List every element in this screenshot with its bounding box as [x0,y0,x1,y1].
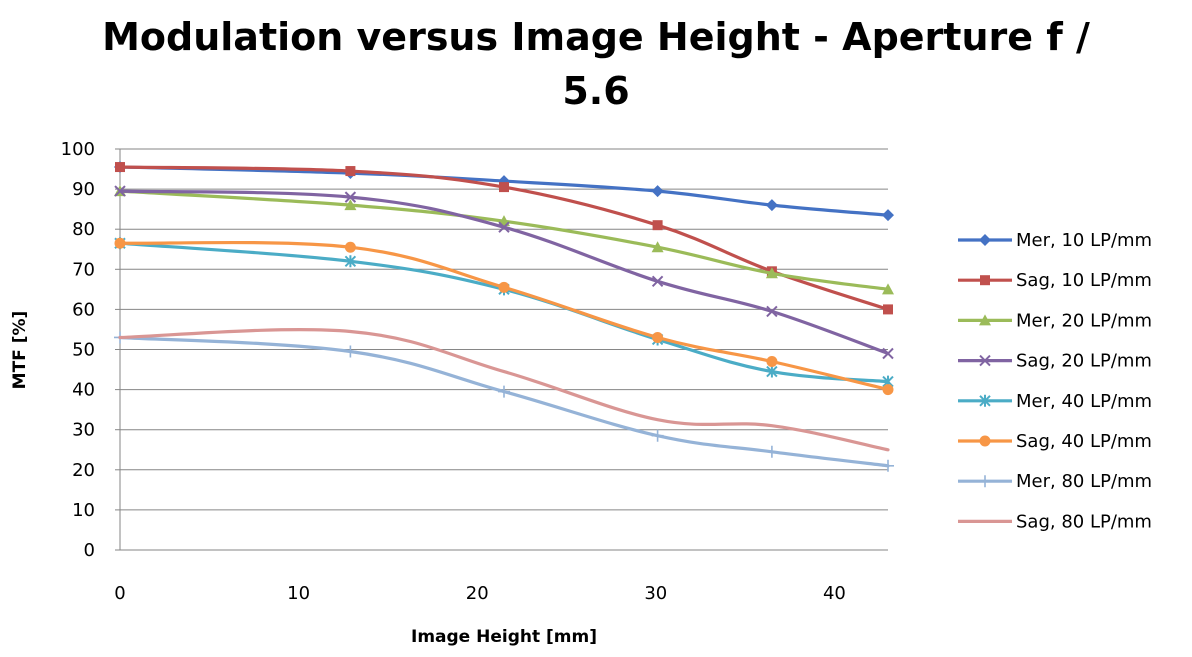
chart-title-line-1: Modulation versus Image Height - Apertur… [102,15,1090,59]
data-point [882,209,894,222]
data-point [498,281,510,293]
data-point [651,185,664,198]
legend-swatch-marker [979,314,991,326]
legend-label: Sag, 20 LP/mm [1016,351,1152,372]
data-point [498,385,510,398]
x-tick-label: 10 [287,583,310,604]
x-tick-label: 0 [114,583,125,604]
axes [115,148,888,551]
legend-item: Mer, 40 LP/mm [958,391,1152,412]
legend-label: Mer, 80 LP/mm [1016,471,1152,492]
data-point [765,445,778,458]
data-point [652,220,663,231]
data-point [651,241,664,253]
y-tick-label: 40 [72,380,95,401]
y-tick-label: 20 [72,460,95,481]
data-point [344,191,357,203]
legend-item: Sag, 20 LP/mm [958,351,1152,372]
series-group [114,161,894,472]
data-point [766,365,778,378]
y-tick-label: 60 [72,299,95,320]
x-axis-title: Image Height [mm] [411,627,597,647]
y-tick-label: 50 [72,340,95,361]
legend-label: Mer, 10 LP/mm [1016,230,1152,251]
series-6 [114,331,894,472]
data-point [766,305,778,318]
legend-item: Mer, 20 LP/mm [958,310,1152,331]
data-point [345,166,356,177]
data-point [882,459,894,472]
legend-item: Mer, 10 LP/mm [958,230,1152,251]
legend: Mer, 10 LP/mm Sag, 10 LP/mm Mer, 20 LP/mm S… [958,230,1152,532]
legend-label: Sag, 10 LP/mm [1016,270,1152,291]
y-tick-label: 0 [84,540,95,561]
series-2 [114,185,894,295]
data-point [882,347,894,360]
legend-item: Sag, 10 LP/mm [958,270,1152,291]
legend-swatch-marker [979,354,991,367]
data-point [114,237,126,249]
y-tick-label: 80 [72,219,95,240]
series-7 [118,328,890,452]
data-point [498,221,510,233]
legend-item: Sag, 80 LP/mm [958,511,1152,532]
data-point [344,241,356,253]
x-tick-label: 40 [823,583,846,604]
chart-title-line-2: 5.6 [562,69,629,113]
data-point [882,384,894,396]
legend-label: Sag, 80 LP/mm [1016,511,1152,532]
data-point [765,199,778,212]
data-point [344,255,357,268]
legend-item: Sag, 40 LP/mm [958,431,1152,452]
y-tick-label: 30 [72,420,95,441]
legend-swatch-marker [979,475,991,488]
y-tick-label: 70 [72,259,95,280]
y-tick-label: 90 [72,179,95,200]
data-point [651,429,664,442]
data-point [652,331,664,343]
legend-swatch-marker [979,394,991,407]
x-tick-label: 20 [466,583,489,604]
legend-swatch-marker [980,275,990,286]
y-axis-title: MTF [%] [10,311,30,390]
data-point [344,199,357,211]
legend-label: Sag, 40 LP/mm [1016,431,1152,452]
legend-label: Mer, 40 LP/mm [1016,391,1152,412]
x-tick-label: 30 [644,583,667,604]
legend-label: Mer, 20 LP/mm [1016,310,1152,331]
legend-swatch-marker [979,234,991,246]
series-3 [114,185,894,360]
legend-item: Mer, 80 LP/mm [958,471,1152,492]
data-point [344,345,357,358]
series-line [118,328,890,452]
data-point [882,283,894,295]
series-5 [114,237,894,396]
data-point [499,182,509,193]
y-tick-label: 10 [72,500,95,521]
y-tick-label: 100 [61,139,95,160]
y-tick-labels: 0 10 20 30 40 50 60 70 80 90 100 [61,139,95,561]
data-point [651,275,664,288]
legend-swatch-marker [979,435,991,447]
series-line [118,189,890,356]
data-point [883,304,893,315]
data-point [765,267,778,279]
data-point [115,162,125,173]
data-point [114,185,126,197]
data-point [766,356,778,368]
x-tick-labels: 0 10 20 30 40 [114,583,846,604]
